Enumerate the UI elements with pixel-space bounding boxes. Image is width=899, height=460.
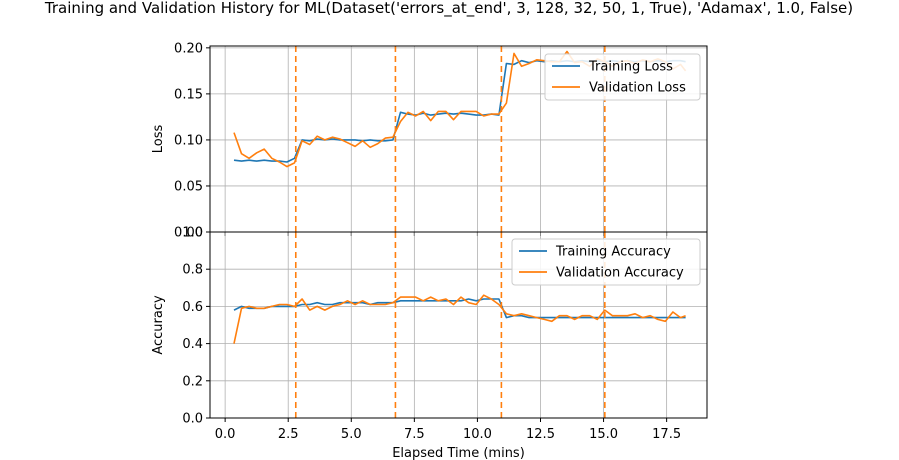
y-axis-label: Accuracy (151, 295, 166, 355)
x-tick-label: 15.0 (589, 427, 618, 442)
x-tick-label: 17.5 (652, 427, 681, 442)
y-tick-label: 0.6 (182, 300, 203, 315)
y-tick-label: 0.00 (174, 226, 203, 241)
x-tick-label: 10.0 (463, 427, 492, 442)
y-tick-label: 0.20 (174, 41, 203, 56)
y-tick-label: 0.0 (182, 412, 203, 427)
y-tick-label: 0.15 (174, 87, 203, 102)
legend-label: Training Loss (588, 60, 673, 75)
legend-label: Validation Loss (589, 81, 686, 96)
legend-box (544, 53, 701, 101)
y-tick-label: 0.4 (182, 337, 203, 352)
x-tick-label: 2.5 (278, 427, 299, 442)
y-axis-label: Loss (151, 125, 166, 154)
loss-panel: 0.00 0.05 0.10 0.15 0.20 Loss Training Loss Val… (151, 41, 708, 241)
accuracy-panel: 0.0 0.2 0.4 0.6 0.8 1.0 0.0 2.5 5.0 7.5 10.0 12.5 15… (151, 226, 708, 460)
plot-frame (209, 231, 708, 419)
validation-series-line (233, 294, 686, 344)
x-tick-label: 0.0 (215, 427, 236, 442)
legend: Training Accuracy Validation Accuracy (511, 238, 701, 286)
x-tick-label: 7.5 (404, 427, 425, 442)
y-tick-label: 0.2 (182, 374, 203, 389)
x-axis-label: Elapsed Time (mins) (392, 446, 525, 460)
legend: Training Loss Validation Loss (544, 53, 701, 101)
x-tick-label: 5.0 (341, 427, 362, 442)
y-tick-label: 1.0 (182, 226, 203, 241)
y-tick-label: 0.10 (174, 133, 203, 148)
legend-box (511, 238, 701, 286)
training-series-line (233, 298, 686, 319)
y-tick-label: 0.8 (182, 263, 203, 278)
x-tick-label: 12.5 (526, 427, 555, 442)
legend-label: Training Accuracy (555, 245, 671, 260)
figure-title: Training and Validation History for ML(D… (44, 0, 853, 18)
legend-label: Validation Accuracy (556, 266, 684, 281)
y-tick-label: 0.05 (174, 179, 203, 194)
